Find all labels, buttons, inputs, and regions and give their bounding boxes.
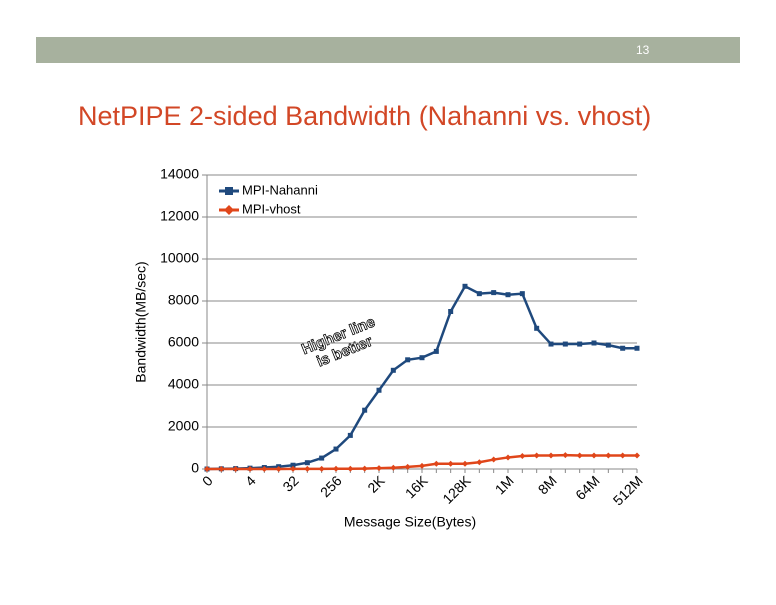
marker xyxy=(390,367,396,373)
marker xyxy=(490,456,497,463)
marker xyxy=(204,466,210,472)
y-tick-label: 2000 xyxy=(168,418,199,434)
legend-label: MPI-vhost xyxy=(242,201,301,216)
marker xyxy=(247,466,253,472)
marker xyxy=(533,452,540,459)
x-tick-label: 128K xyxy=(439,472,474,507)
marker xyxy=(448,309,454,314)
y-tick-label: 6000 xyxy=(168,334,199,350)
marker xyxy=(577,341,583,347)
marker xyxy=(591,452,597,459)
marker xyxy=(562,341,568,347)
marker xyxy=(304,465,311,472)
marker xyxy=(534,325,540,331)
marker xyxy=(476,459,483,466)
marker xyxy=(619,452,626,459)
legend-label: MPI-Nahanni xyxy=(242,182,318,197)
x-tick-label: 4 xyxy=(242,472,259,489)
y-tick-label: 0 xyxy=(191,460,199,476)
marker xyxy=(347,432,353,438)
marker xyxy=(319,455,325,461)
marker xyxy=(505,292,511,298)
marker xyxy=(447,460,454,467)
marker xyxy=(347,465,354,472)
y-tick-label: 12000 xyxy=(160,208,199,224)
x-tick-label: 64M xyxy=(572,472,603,503)
marker xyxy=(419,355,425,361)
marker xyxy=(462,283,468,289)
marker xyxy=(491,290,497,296)
legend-marker xyxy=(224,205,234,215)
x-tick-label: 8M xyxy=(535,472,560,497)
marker xyxy=(548,452,554,459)
series-line xyxy=(206,284,637,471)
marker xyxy=(390,464,397,471)
marker xyxy=(634,452,640,459)
marker xyxy=(290,465,296,472)
x-tick-label: 16K xyxy=(402,472,431,501)
header-bar xyxy=(36,37,740,63)
marker xyxy=(333,446,339,452)
annotation: Higher lineis better xyxy=(299,313,384,374)
x-tick-label: 32 xyxy=(279,472,301,494)
x-axis-title: Message Size(Bytes) xyxy=(344,514,476,530)
y-axis-title: Bandwidth(MB/sec) xyxy=(133,261,149,382)
x-tick-label: 1M xyxy=(492,472,517,497)
marker xyxy=(462,460,468,467)
slide-number: 13 xyxy=(636,43,650,57)
marker xyxy=(290,462,296,468)
marker xyxy=(404,463,411,470)
marker xyxy=(362,407,368,413)
marker xyxy=(620,345,626,351)
marker xyxy=(318,465,325,472)
x-tick-label: 512M xyxy=(610,472,646,508)
y-tick-label: 4000 xyxy=(168,376,199,392)
marker xyxy=(476,291,482,297)
marker xyxy=(333,465,339,472)
marker xyxy=(304,460,310,466)
marker xyxy=(519,452,526,459)
chart-title: NetPIPE 2-sided Bandwidth (Nahanni vs. v… xyxy=(78,101,651,131)
marker xyxy=(548,341,554,347)
marker xyxy=(634,345,640,351)
x-tick-label: 256 xyxy=(317,472,345,500)
legend-marker xyxy=(225,187,233,195)
marker xyxy=(576,452,583,459)
marker xyxy=(433,460,440,467)
x-tick-label: 0 xyxy=(199,472,216,489)
marker xyxy=(519,291,525,297)
marker xyxy=(405,357,411,363)
marker xyxy=(433,348,439,354)
x-tick-label: 2K xyxy=(364,472,388,496)
marker xyxy=(591,340,597,346)
marker xyxy=(562,452,569,459)
marker xyxy=(605,342,611,348)
y-tick-label: 10000 xyxy=(160,250,199,266)
marker xyxy=(376,387,382,393)
y-tick-label: 8000 xyxy=(168,292,199,308)
marker xyxy=(261,466,268,472)
y-tick-label: 14000 xyxy=(160,166,199,182)
marker xyxy=(232,466,239,472)
marker xyxy=(218,466,225,472)
marker xyxy=(605,452,612,459)
marker xyxy=(419,462,425,469)
marker xyxy=(361,465,368,472)
marker xyxy=(505,454,511,461)
marker xyxy=(376,465,382,472)
marker xyxy=(275,466,282,472)
